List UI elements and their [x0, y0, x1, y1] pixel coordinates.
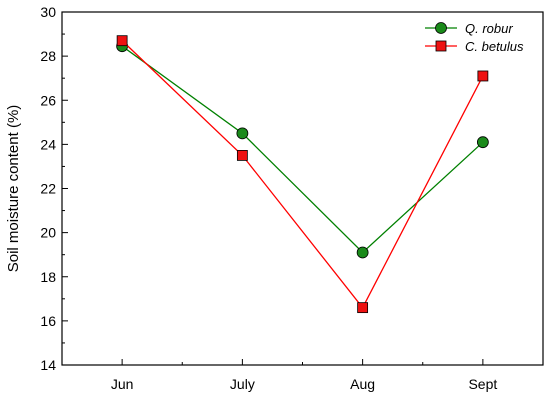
y-tick-label: 18 [40, 269, 56, 285]
y-tick-label: 16 [40, 313, 56, 329]
legend-label: Q. robur [465, 21, 513, 36]
data-point [356, 246, 369, 259]
series-1 [116, 40, 489, 259]
legend-marker [435, 40, 447, 52]
y-tick-label: 24 [40, 136, 56, 152]
x-tick-label: Sept [468, 376, 497, 392]
x-axis: Jun July Aug Sept [111, 359, 497, 392]
x-tick-label: Jun [111, 376, 134, 392]
data-point [116, 35, 128, 47]
y-axis-title: Soil moisture content (%) [5, 105, 22, 273]
y-tick-label: 30 [40, 4, 56, 20]
y-tick-label: 26 [40, 92, 56, 108]
y-tick-label: 22 [40, 181, 56, 197]
series-line [121, 45, 484, 254]
y-tick-label: 14 [40, 357, 56, 373]
data-point [476, 136, 489, 149]
data-point [236, 150, 248, 161]
legend-marker [435, 22, 447, 34]
series-line [121, 40, 484, 309]
y-tick-label: 28 [40, 48, 56, 64]
plot-marks [116, 35, 489, 314]
legend-entry: C. betulus [425, 39, 524, 54]
data-point [357, 302, 369, 314]
legend-entry: Q. robur [425, 21, 513, 36]
data-point [477, 70, 489, 82]
x-tick-label: July [230, 376, 255, 392]
series-2 [116, 35, 489, 314]
legend-label: C. betulus [465, 39, 524, 54]
y-axis: 14 16 18 20 22 24 26 28 30 [40, 4, 68, 373]
x-tick-label: Aug [350, 376, 375, 392]
plot-frame [61, 11, 544, 366]
y-tick-label: 20 [40, 225, 56, 241]
data-point [236, 127, 249, 140]
legend: Q. robur C. betulus [425, 21, 524, 54]
